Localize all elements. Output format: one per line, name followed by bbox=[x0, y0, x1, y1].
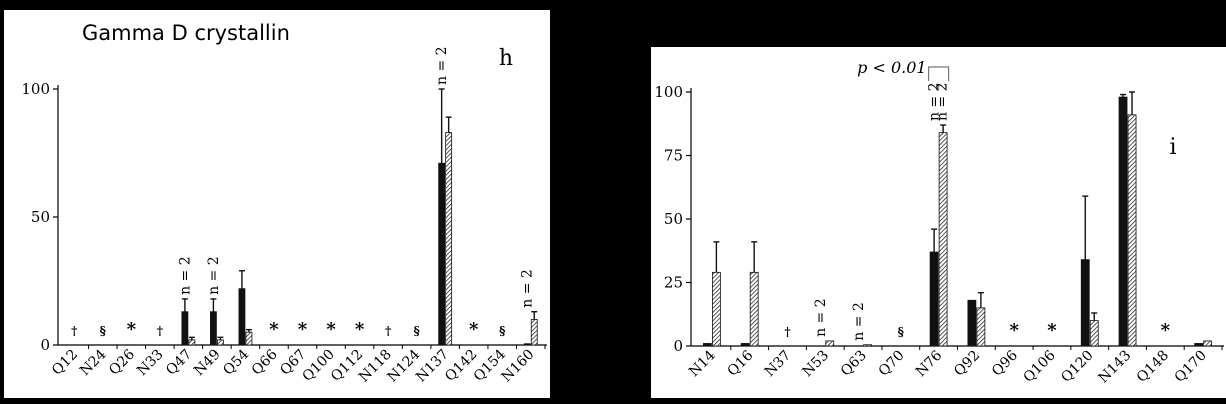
x-tick-label: Q12 bbox=[49, 347, 81, 379]
y-tick-label: 100 bbox=[21, 80, 50, 98]
bar-hatched bbox=[530, 318, 538, 346]
x-tick-label: Q63 bbox=[838, 348, 870, 380]
significance-symbol: † bbox=[71, 324, 77, 338]
y-tick-label: 50 bbox=[664, 210, 683, 228]
significance-symbol: * bbox=[1009, 320, 1019, 341]
x-tick-label: N37 bbox=[762, 348, 795, 381]
significance-symbol: * bbox=[355, 319, 365, 340]
x-tick-label: Q170 bbox=[1172, 348, 1210, 386]
y-tick-label: 75 bbox=[664, 147, 683, 165]
significance-symbol: § bbox=[898, 325, 904, 339]
bar-hatched bbox=[938, 132, 948, 347]
significance-symbol: § bbox=[413, 324, 419, 338]
x-tick-label: Q92 bbox=[951, 348, 983, 380]
significance-symbol: † bbox=[157, 324, 163, 338]
x-tick-label: N160 bbox=[499, 347, 538, 386]
n-annotation: n = 2 bbox=[927, 82, 943, 121]
bar-solid bbox=[210, 311, 217, 346]
chart-title: Gamma D crystallin bbox=[82, 21, 290, 45]
bar-hatched bbox=[749, 271, 759, 347]
significance-symbol: * bbox=[326, 319, 336, 340]
significance-symbol: * bbox=[127, 319, 137, 340]
n-annotation: n = 2 bbox=[206, 256, 222, 295]
x-tick-label: Q47 bbox=[163, 347, 195, 379]
significance-symbol: * bbox=[269, 319, 279, 340]
significance-symbol: * bbox=[469, 319, 479, 340]
significance-symbol: † bbox=[385, 324, 391, 338]
x-tick-label: Q66 bbox=[249, 346, 281, 378]
x-tick-label: Q96 bbox=[989, 347, 1021, 379]
x-tick-label: Q106 bbox=[1020, 347, 1058, 385]
x-tick-label: N143 bbox=[1095, 348, 1134, 387]
bar-hatched bbox=[217, 339, 224, 346]
x-tick-label: Q26 bbox=[106, 346, 138, 378]
chart-panel-i: 100 75 50 25 0 N14 Q16 N37 † N53 n = 2 Q63 n = 2 Q70 §… bbox=[651, 47, 1226, 398]
bar-solid bbox=[181, 311, 189, 346]
bar-solid bbox=[1194, 343, 1204, 347]
n-annotation: n = 2 bbox=[813, 298, 829, 337]
bar-hatched bbox=[711, 271, 721, 347]
significance-label: p < 0.01 bbox=[857, 58, 926, 77]
x-tick-label: Q16 bbox=[724, 347, 756, 379]
bar-solid bbox=[967, 299, 977, 347]
significance-symbol: * bbox=[1047, 320, 1057, 341]
bar-solid bbox=[523, 343, 531, 346]
bar-hatched bbox=[188, 339, 196, 346]
x-tick-label: N14 bbox=[686, 347, 719, 380]
bar-solid bbox=[438, 162, 446, 346]
x-tick-label: N137 bbox=[413, 347, 452, 386]
significance-symbol: * bbox=[298, 319, 308, 340]
y-tick-label: 50 bbox=[31, 208, 50, 226]
y-tick-label: 0 bbox=[673, 337, 683, 355]
bar-solid bbox=[929, 251, 939, 347]
x-tick-label: N53 bbox=[799, 348, 832, 381]
significance-symbol: § bbox=[100, 324, 106, 338]
significance-symbol: * bbox=[1161, 320, 1171, 341]
bar-solid bbox=[238, 288, 246, 346]
panel-letter: h bbox=[499, 46, 513, 71]
x-tick-label: Q100 bbox=[300, 347, 338, 385]
n-annotation: n = 2 bbox=[177, 256, 193, 295]
x-tick-label: N49 bbox=[191, 347, 224, 380]
bar-solid bbox=[740, 343, 750, 347]
n-annotation: n = 2 bbox=[851, 302, 867, 341]
bar-hatched bbox=[1203, 340, 1213, 347]
bar-solid bbox=[702, 343, 712, 347]
x-tick-label: Q120 bbox=[1058, 348, 1096, 386]
bar-hatched bbox=[445, 132, 453, 346]
x-tick-label: Q142 bbox=[442, 347, 480, 385]
y-tick-label: 25 bbox=[664, 274, 683, 292]
y-tick-label: 100 bbox=[654, 83, 683, 101]
y-tick-label: 0 bbox=[40, 336, 50, 354]
bar-solid bbox=[1080, 259, 1090, 347]
x-tick-label: N33 bbox=[134, 347, 167, 380]
bar-hatched bbox=[976, 307, 986, 347]
bar-hatched bbox=[1089, 320, 1099, 347]
panel-letter: i bbox=[1169, 135, 1176, 160]
x-tick-label: N24 bbox=[77, 346, 110, 379]
n-annotation: n = 2 bbox=[935, 82, 951, 121]
chart-panel-h: 100 50 0 Q12 † N24 § Q26 * N33 † Q47 n = 2 N49 n = 2 Q5… bbox=[4, 10, 550, 398]
bar-hatched bbox=[825, 340, 835, 347]
n-annotation: n = 2 bbox=[434, 46, 450, 85]
bar-hatched bbox=[245, 331, 253, 346]
x-tick-label: N76 bbox=[913, 347, 946, 380]
n-annotation: n = 2 bbox=[520, 269, 536, 308]
bar-hatched bbox=[863, 344, 872, 347]
bar-hatched bbox=[1127, 114, 1137, 347]
significance-symbol: § bbox=[499, 324, 505, 338]
bar-solid bbox=[1118, 96, 1128, 347]
significance-bracket bbox=[928, 66, 950, 81]
x-tick-label: Q54 bbox=[220, 346, 252, 378]
x-tick-label: Q70 bbox=[876, 348, 908, 380]
significance-symbol: † bbox=[784, 325, 790, 339]
x-tick-label: Q148 bbox=[1134, 348, 1172, 386]
